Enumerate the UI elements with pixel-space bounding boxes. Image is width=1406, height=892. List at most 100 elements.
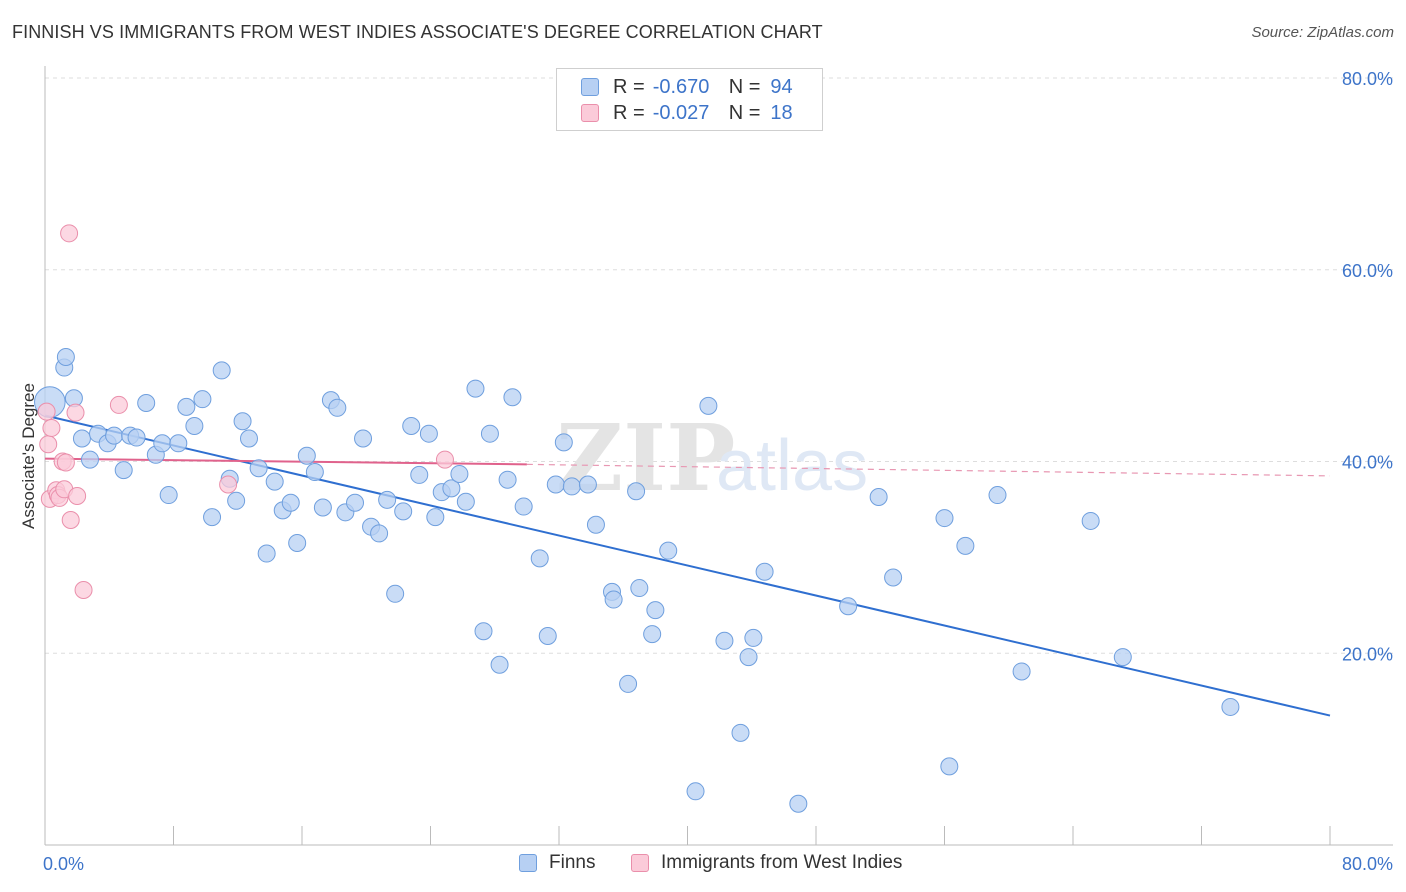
r-value: -0.027 — [652, 101, 710, 124]
finns-point — [456, 492, 475, 511]
finns-point — [1113, 648, 1132, 667]
finns-point — [940, 757, 959, 776]
finns-point — [715, 631, 734, 650]
finns-point — [137, 394, 156, 413]
gridlines — [45, 77, 1393, 654]
finns-point — [410, 465, 429, 484]
finns-point — [328, 398, 347, 417]
finns-point — [659, 541, 678, 560]
legend-label-finns: Finns — [549, 852, 596, 873]
stats-row-west-indies: R = -0.027 N = 18 — [581, 101, 793, 125]
y-tick-label: 60.0% — [1342, 261, 1393, 281]
finns-point — [159, 486, 178, 505]
west-indies-swatch — [581, 104, 599, 122]
finns-point — [1081, 511, 1100, 530]
west-indies-point — [66, 403, 85, 422]
finns-point — [935, 509, 954, 528]
finns-point — [562, 477, 581, 496]
finns-point — [212, 361, 231, 380]
west-indies-trend-extension — [526, 463, 1331, 477]
finns-point — [956, 536, 975, 555]
finns-point — [442, 479, 461, 498]
y-tick-label: 40.0% — [1342, 453, 1393, 473]
finns-point — [72, 429, 91, 448]
finns-point — [869, 487, 888, 506]
finns-point — [646, 601, 665, 620]
finns-point — [297, 446, 316, 465]
tick-labels: 20.0% 40.0% 60.0% 80.0% 0.0% 80.0% — [43, 69, 1393, 874]
y-tick-label: 80.0% — [1342, 69, 1393, 89]
finns-point — [127, 428, 146, 447]
r-value: -0.670 — [652, 75, 710, 98]
west-indies-point — [60, 224, 79, 243]
n-value: 18 — [770, 101, 793, 124]
west-indies-point — [42, 418, 61, 437]
finns-point — [503, 388, 522, 407]
finns-point — [313, 498, 332, 517]
finns-point — [177, 397, 196, 416]
west-indies-point — [435, 450, 454, 469]
finns-point — [604, 590, 623, 609]
watermark-zip: ZIP — [556, 404, 735, 512]
finns-point — [203, 508, 222, 527]
finns-point — [627, 482, 646, 501]
finns-point — [346, 493, 365, 512]
finns-point — [402, 417, 421, 436]
finns-point — [193, 390, 212, 409]
finns-point — [586, 515, 605, 534]
finns-point — [281, 493, 300, 512]
west-indies-point — [37, 402, 56, 421]
chart-title: FINNISH VS IMMIGRANTS FROM WEST INDIES A… — [12, 22, 823, 42]
y-tick-label: 20.0% — [1342, 644, 1393, 664]
finns-point — [988, 486, 1007, 505]
finns-point — [386, 584, 405, 603]
finns-point — [744, 628, 763, 647]
r-label: R = — [613, 101, 645, 124]
finns-point — [233, 412, 252, 431]
finns-point — [554, 433, 573, 452]
legend-label-west-indies: Immigrants from West Indies — [661, 852, 903, 873]
finns-point — [378, 490, 397, 509]
legend-item-finns: Finns — [519, 852, 595, 874]
finns-point — [546, 475, 565, 494]
n-label: N = — [728, 101, 761, 124]
finns-point — [755, 562, 774, 581]
finns-point — [630, 579, 649, 598]
finns-point — [394, 502, 413, 521]
finns-point — [498, 470, 517, 489]
finns-point — [288, 533, 307, 552]
y-axis-label: Associate's Degree — [19, 383, 38, 529]
finns-point — [249, 459, 268, 478]
finns-point — [185, 417, 204, 436]
finns-point — [490, 655, 509, 674]
finns-point — [474, 622, 493, 641]
finns-point — [257, 544, 276, 563]
finns-point — [619, 674, 638, 693]
finns-legend-swatch — [519, 854, 537, 872]
finns-point — [227, 491, 246, 510]
finns-point — [839, 597, 858, 616]
finns-point — [739, 648, 758, 667]
n-value: 94 — [770, 75, 793, 98]
finns-point — [731, 723, 750, 742]
r-label: R = — [613, 75, 645, 98]
west-indies-point — [74, 580, 93, 599]
finns-point — [419, 424, 438, 443]
x-tick-label: 80.0% — [1342, 854, 1393, 874]
finns-point — [370, 524, 389, 543]
finns-point — [538, 626, 557, 645]
finns-point — [80, 450, 99, 469]
finns-point — [699, 396, 718, 415]
n-label: N = — [728, 75, 761, 98]
source-label: Source: ZipAtlas.com — [1251, 24, 1394, 41]
finns-point — [466, 379, 485, 398]
axes — [44, 66, 1393, 846]
finns-point — [305, 463, 324, 482]
finns-swatch — [581, 78, 599, 96]
finns-point — [514, 497, 533, 516]
finns-point — [153, 434, 172, 453]
finns-point — [105, 426, 124, 445]
finns-point — [789, 794, 808, 813]
